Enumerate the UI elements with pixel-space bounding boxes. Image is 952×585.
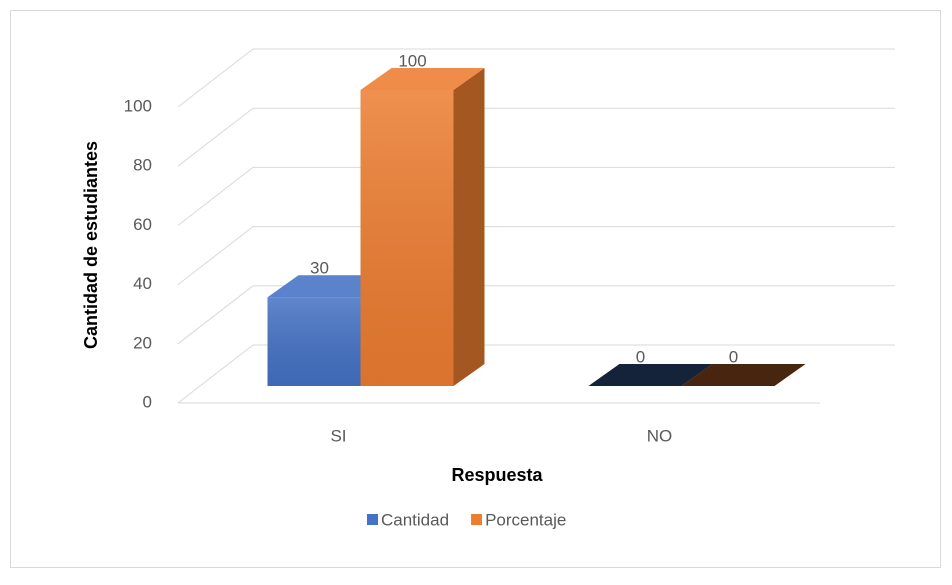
x-axis-title: Respuesta xyxy=(451,465,543,485)
grid-line xyxy=(177,107,895,167)
bar-front-shade xyxy=(360,90,454,386)
y-axis-title: Cantidad de estudiantes xyxy=(81,141,101,349)
legend-swatch xyxy=(471,514,483,525)
x-tick-label: NO xyxy=(647,426,673,445)
bar-top xyxy=(360,68,485,90)
y-tick-label: 40 xyxy=(133,274,152,293)
grid-line xyxy=(177,166,895,226)
grid-line xyxy=(177,48,895,108)
grid-line xyxy=(177,226,895,285)
bar-front-shade xyxy=(267,297,361,386)
legend-swatch xyxy=(367,514,378,525)
x-tick-label: SI xyxy=(330,426,346,445)
y-tick-label: 100 xyxy=(124,96,152,115)
bar xyxy=(681,364,806,386)
grid-line xyxy=(177,344,895,404)
data-label: 0 xyxy=(636,347,645,366)
bar xyxy=(588,364,713,386)
bar-top-shade xyxy=(588,364,713,386)
bar xyxy=(360,68,485,386)
grid-line xyxy=(177,285,895,345)
legend-label: Cantidad xyxy=(381,510,449,529)
bar-side xyxy=(453,68,485,386)
y-tick-label: 80 xyxy=(133,156,152,175)
y-tick-label: 0 xyxy=(143,392,152,411)
y-tick-label: 60 xyxy=(133,215,152,234)
bar-top-shade xyxy=(360,68,485,90)
bar-side-shade xyxy=(453,68,485,386)
data-label: 0 xyxy=(729,347,738,366)
data-label: 30 xyxy=(310,259,329,278)
y-tick-label: 20 xyxy=(133,333,152,352)
bar-top-shade xyxy=(681,364,806,386)
data-label: 100 xyxy=(398,51,426,70)
legend-label: Porcentaje xyxy=(485,510,566,529)
